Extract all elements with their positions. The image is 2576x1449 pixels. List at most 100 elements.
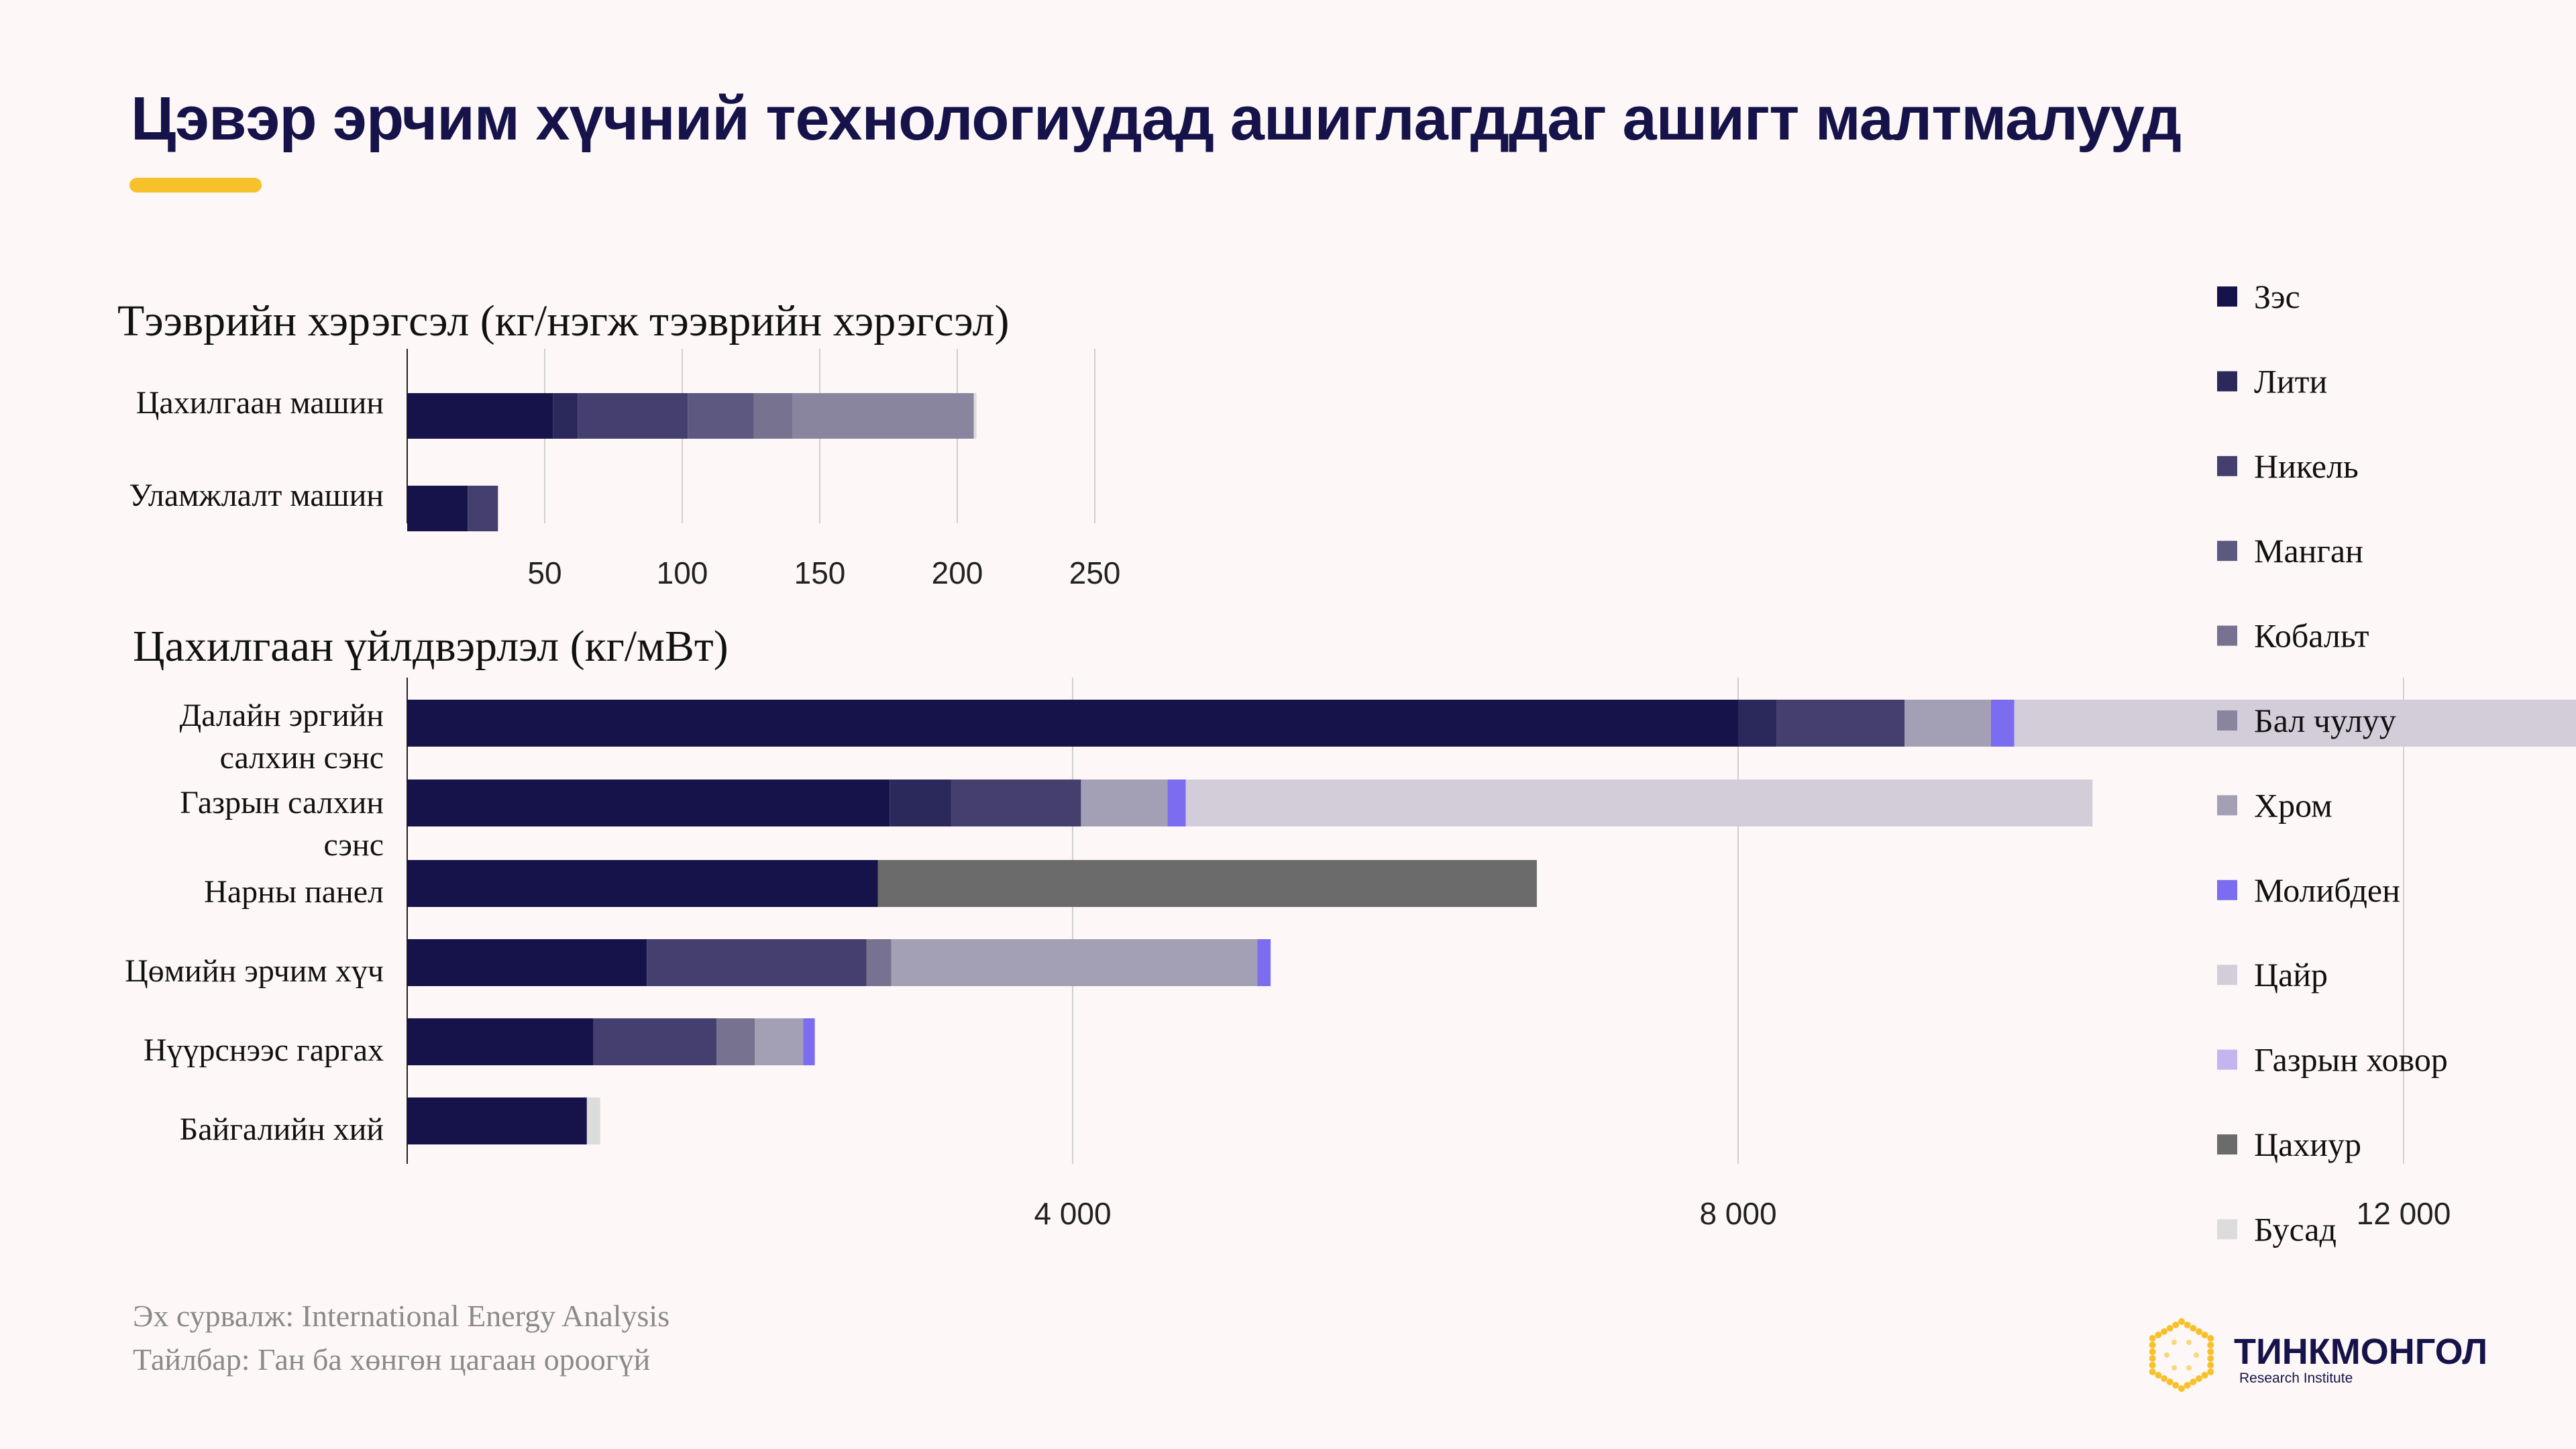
page-title: Цэвэр эрчим хүчний технологиудад ашиглаг… [131, 85, 2182, 153]
title-underline [129, 178, 262, 193]
category-label: Нарны панел [204, 874, 384, 910]
logo-dot [2155, 1332, 2162, 1338]
legend-swatch [2217, 541, 2237, 561]
legend-label: Лити [2254, 362, 2327, 400]
logo-dot [2195, 1328, 2202, 1335]
legend-swatch [2217, 1049, 2237, 1070]
bar-segment-power-кобальт [716, 1018, 755, 1065]
bar-segment-power-зэс [407, 1018, 594, 1065]
bar-segment-vehicles-манган [688, 393, 754, 439]
bar-segment-vehicles-бусад [973, 393, 977, 439]
logo-dot [2207, 1368, 2214, 1375]
bar-segment-vehicles-зэс [407, 486, 468, 531]
category-label: Цөмийн эрчим хүч [125, 953, 384, 989]
bar-segment-power-лити [1738, 700, 1777, 747]
logo-dot [2207, 1342, 2214, 1348]
x-tick-label: 8 000 [1699, 1196, 1776, 1231]
bar-segment-power-никель [1776, 700, 1904, 747]
legend-swatch [2217, 1219, 2237, 1240]
logo-dot [2172, 1322, 2180, 1328]
logo-dot [2161, 1328, 2168, 1335]
legend-swatch [2217, 1134, 2237, 1155]
logo-dot [2166, 1379, 2174, 1385]
logo-subtitle: Research Institute [2239, 1371, 2353, 1386]
logo-dot [2207, 1335, 2214, 1342]
x-tick-label: 50 [527, 555, 561, 590]
logo-dot [2172, 1382, 2180, 1389]
logo-dot [2207, 1348, 2214, 1355]
legend-label: Бал чулуу [2254, 702, 2396, 739]
bar-segment-vehicles-кобальт [753, 393, 792, 439]
logo-dot [2184, 1322, 2191, 1328]
logo-dot [2171, 1339, 2177, 1345]
x-tick-label: 100 [657, 555, 708, 590]
logo-dot [2149, 1348, 2156, 1355]
bar-segment-power-цахиур [877, 860, 1537, 907]
category-label: Нүүрснээс гаргах [144, 1032, 384, 1068]
category-label: Далайн эргийн [180, 698, 384, 733]
bar-segment-power-молибден [1257, 939, 1271, 986]
bar-segment-power-зэс [407, 1097, 587, 1144]
logo-dot [2155, 1372, 2162, 1379]
logo-dot [2201, 1332, 2208, 1338]
logo-dot [2164, 1352, 2169, 1358]
bar-segment-power-никель [593, 1018, 717, 1065]
legend-label: Газрын ховор [2254, 1041, 2448, 1079]
bar-segment-power-молибден [803, 1018, 815, 1065]
x-tick-label: 150 [794, 555, 846, 590]
logo-dot [2184, 1382, 2191, 1389]
bar-segment-power-никель [951, 780, 1081, 826]
bar-segment-power-хром [1081, 780, 1168, 826]
bar-segment-power-кобальт [866, 939, 892, 986]
logo-dot [2149, 1368, 2156, 1375]
bar-segment-power-лити [890, 780, 951, 826]
legend-swatch [2217, 286, 2237, 307]
bar-segment-power-никель [647, 939, 867, 986]
x-tick-label: 250 [1069, 555, 1121, 590]
bar-segment-power-зэс [407, 860, 878, 907]
bar-segment-power-бусад [586, 1097, 600, 1144]
logo-dot [2207, 1362, 2214, 1368]
source-note: Эх сурвалж: International Energy Analysi… [133, 1299, 670, 1333]
legend-label: Кобальт [2254, 617, 2369, 655]
category-label: Газрын салхин [180, 785, 384, 820]
legend-label: Цайр [2254, 956, 2328, 994]
legend-label: Манган [2254, 532, 2363, 570]
category-label: Уламжлалт машин [129, 478, 384, 513]
logo-dot [2201, 1372, 2208, 1379]
x-tick-label: 12 000 [2357, 1196, 2451, 1231]
category-label: Цахилгаан машин [136, 385, 384, 421]
bar-segment-power-хром [1904, 700, 1991, 747]
logo-dot [2186, 1365, 2192, 1371]
logo-dot [2190, 1325, 2197, 1332]
logo: ТИНКМОНГОЛ Research Institute [2140, 1315, 2502, 1395]
bar-segment-power-молибден [1167, 780, 1186, 826]
legend-swatch [2217, 795, 2237, 816]
hexagon-logo-icon [2149, 1318, 2214, 1392]
logo-dot [2178, 1318, 2185, 1325]
bar-segment-power-зэс [407, 780, 890, 826]
legend-label: Цахиур [2254, 1126, 2361, 1163]
logo-dot [2161, 1375, 2168, 1382]
logo-dot [2190, 1379, 2197, 1385]
legend-label: Никель [2254, 447, 2359, 485]
bar-segment-power-зэс [407, 700, 1738, 747]
bar-segment-vehicles-никель [468, 486, 498, 531]
bar-segment-vehicles-зэс [407, 393, 553, 439]
bar-segment-power-хром [755, 1018, 804, 1065]
bar-segment-power-зэс [407, 939, 647, 986]
legend-swatch [2217, 710, 2237, 731]
bar-segment-power-хром [891, 939, 1258, 986]
logo-dot [2166, 1325, 2174, 1332]
logo-dot [2178, 1385, 2185, 1392]
legend-label: Бусад [2254, 1210, 2337, 1248]
logo-dot [2149, 1355, 2156, 1362]
x-tick-label: 4 000 [1034, 1196, 1111, 1231]
logo-dot [2195, 1375, 2202, 1382]
bar-segment-power-цайр [2014, 700, 2576, 747]
legend-swatch [2217, 371, 2237, 392]
logo-dot [2186, 1339, 2192, 1345]
legend-swatch [2217, 625, 2237, 646]
x-tick-label: 200 [932, 555, 983, 590]
logo-dot [2149, 1362, 2156, 1368]
